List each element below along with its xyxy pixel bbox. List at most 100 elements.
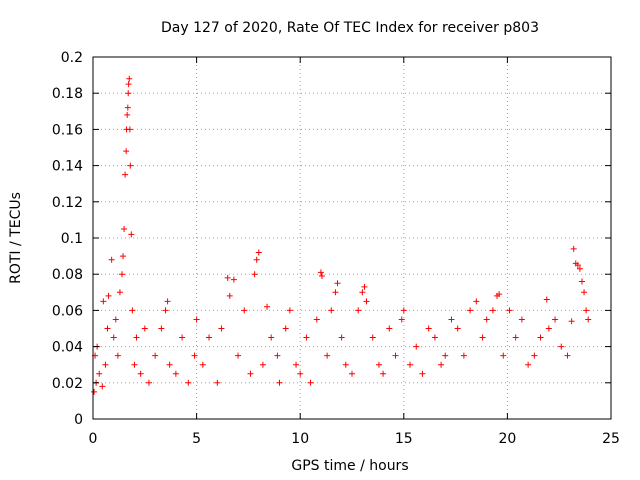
- data-point: [489, 307, 496, 314]
- data-point: [380, 370, 387, 377]
- data-point: [317, 269, 324, 276]
- data-point: [531, 352, 538, 359]
- y-tick-label: 0.04: [52, 340, 83, 356]
- data-point: [479, 334, 486, 341]
- data-point: [193, 316, 200, 323]
- y-tick-label: 0: [74, 412, 83, 428]
- data-point: [425, 325, 432, 332]
- data-point: [454, 325, 461, 332]
- data-point: [496, 291, 503, 298]
- data-point: [104, 325, 111, 332]
- data-point: [303, 334, 310, 341]
- x-tick-label: 0: [89, 431, 98, 447]
- data-point: [583, 307, 590, 314]
- data-point: [413, 343, 420, 350]
- chart-title: Day 127 of 2020, Rate Of TEC Index for r…: [161, 20, 539, 36]
- data-point: [500, 352, 507, 359]
- data-point: [126, 126, 133, 133]
- data-point: [133, 334, 140, 341]
- data-point: [206, 334, 213, 341]
- y-tick-label: 0.06: [52, 303, 83, 319]
- x-tick-label: 20: [498, 431, 516, 447]
- data-point: [105, 292, 112, 299]
- data-point: [179, 334, 186, 341]
- y-tick-label: 0.14: [52, 159, 83, 175]
- data-point: [564, 352, 571, 359]
- data-point: [483, 316, 490, 323]
- data-point: [116, 289, 123, 296]
- x-tick-label: 10: [291, 431, 309, 447]
- data-point: [129, 307, 136, 314]
- data-point: [338, 334, 345, 341]
- data-point: [334, 280, 341, 287]
- data-point: [191, 352, 198, 359]
- data-point: [224, 274, 231, 281]
- data-point: [264, 303, 271, 310]
- data-point: [318, 273, 325, 280]
- data-point: [166, 361, 173, 368]
- data-point: [127, 162, 134, 169]
- data-point: [581, 289, 588, 296]
- data-point: [124, 111, 131, 118]
- axis-ticks: 0 0.02 0.04 0.06 0.08 0.1 0.12 0.14 0.16 0.18 0.2 0…: [52, 50, 620, 447]
- data-point: [276, 379, 283, 386]
- data-point: [438, 361, 445, 368]
- data-point: [369, 334, 376, 341]
- data-point: [460, 352, 467, 359]
- data-point: [293, 361, 300, 368]
- grid-lines: [93, 57, 611, 419]
- data-point: [145, 379, 152, 386]
- data-point: [363, 298, 370, 305]
- data-point: [108, 256, 115, 263]
- data-point: [467, 307, 474, 314]
- data-point: [131, 361, 138, 368]
- data-point: [313, 316, 320, 323]
- data-point: [141, 325, 148, 332]
- data-point: [199, 361, 206, 368]
- data-point: [125, 81, 132, 88]
- data-point: [568, 318, 575, 325]
- data-point: [442, 352, 449, 359]
- data-point: [274, 352, 281, 359]
- data-point: [125, 90, 132, 97]
- data-point: [361, 283, 368, 290]
- data-point: [512, 334, 519, 341]
- data-point: [120, 253, 127, 260]
- data-point: [251, 271, 258, 278]
- data-point: [218, 325, 225, 332]
- data-point: [400, 307, 407, 314]
- data-point: [247, 370, 254, 377]
- data-point: [525, 361, 532, 368]
- x-tick-label: 15: [395, 431, 413, 447]
- data-point: [431, 334, 438, 341]
- data-point: [375, 361, 382, 368]
- data-point: [128, 231, 135, 238]
- data-point: [121, 225, 128, 232]
- data-point: [543, 296, 550, 303]
- y-tick-label: 0.16: [52, 122, 83, 138]
- data-point: [328, 307, 335, 314]
- y-tick-label: 0.12: [52, 195, 83, 211]
- data-point: [392, 352, 399, 359]
- data-point: [152, 352, 159, 359]
- data-point: [297, 370, 304, 377]
- y-axis-label: ROTI / TECUs: [8, 192, 24, 284]
- data-point: [558, 343, 565, 350]
- data-points: [91, 75, 592, 395]
- y-tick-label: 0.1: [61, 231, 83, 247]
- data-point: [158, 325, 165, 332]
- data-point: [282, 325, 289, 332]
- data-point: [332, 289, 339, 296]
- data-point: [585, 316, 592, 323]
- y-tick-label: 0.02: [52, 376, 83, 392]
- data-point: [268, 334, 275, 341]
- data-point: [576, 265, 583, 272]
- data-point: [100, 298, 107, 305]
- data-point: [164, 298, 171, 305]
- data-point: [574, 262, 581, 269]
- data-point: [162, 307, 169, 314]
- data-point: [398, 316, 405, 323]
- data-point: [126, 75, 133, 82]
- data-point: [235, 352, 242, 359]
- data-point: [518, 316, 525, 323]
